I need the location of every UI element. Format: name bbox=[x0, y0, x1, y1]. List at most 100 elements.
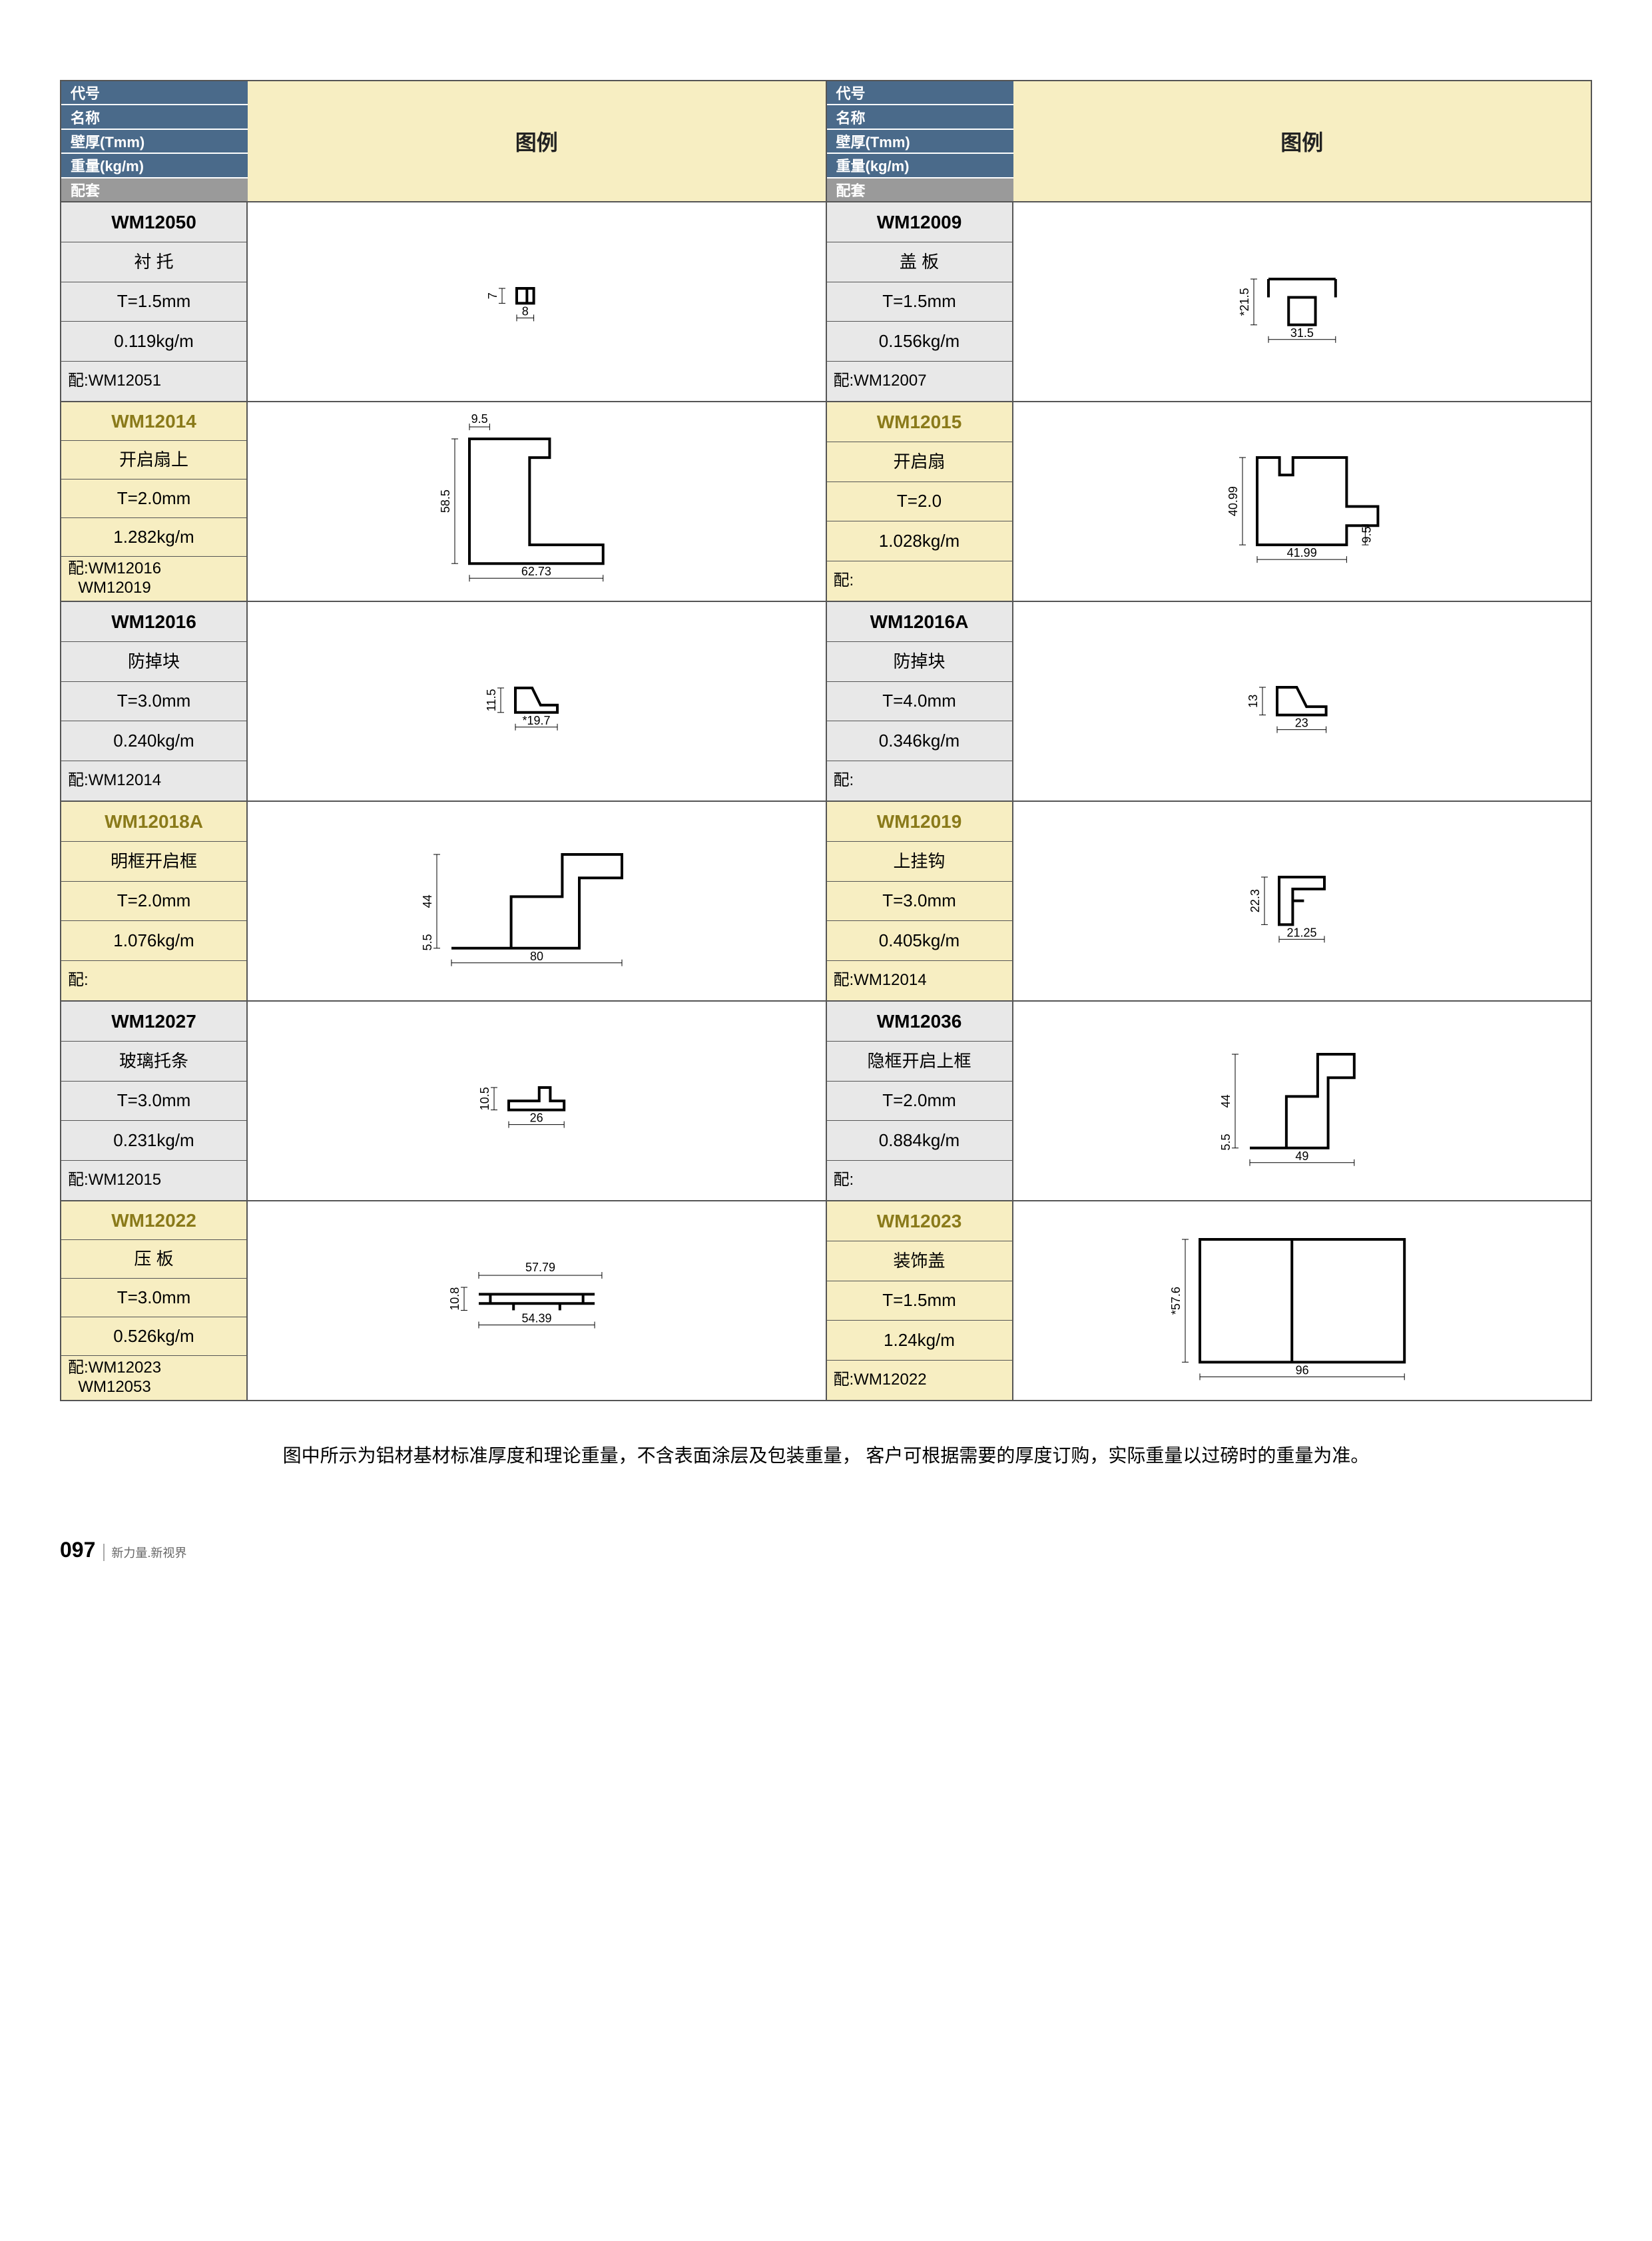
product-code: WM12036 bbox=[827, 1002, 1012, 1042]
svg-text:*57.6: *57.6 bbox=[1169, 1287, 1183, 1315]
product-code: WM12019 bbox=[827, 802, 1012, 842]
product-name: 装饰盖 bbox=[827, 1241, 1012, 1281]
header-row: 代号名称壁厚(Tmm)重量(kg/m)配套图例 bbox=[827, 81, 1591, 201]
header-labels: 代号名称壁厚(Tmm)重量(kg/m)配套 bbox=[61, 81, 248, 201]
svg-text:44: 44 bbox=[1219, 1094, 1233, 1108]
product-diagram: *21.531.5 bbox=[1013, 202, 1591, 401]
product-info: WM12022压 板T=3.0mm0.526kg/m配:WM12023 WM12… bbox=[61, 1201, 248, 1400]
product-code: WM12018A bbox=[61, 802, 246, 842]
header-label: 名称 bbox=[61, 105, 248, 129]
product-thickness: T=1.5mm bbox=[827, 282, 1012, 322]
svg-text:23: 23 bbox=[1295, 717, 1308, 730]
column-right: 代号名称壁厚(Tmm)重量(kg/m)配套图例WM12009盖 板T=1.5mm… bbox=[826, 81, 1591, 1400]
footnote: 图中所示为铝材基材标准厚度和理论重量，不含表面涂层及包装重量， 客户可根据需要的… bbox=[60, 1441, 1592, 1471]
product-info: WM12050衬 托T=1.5mm0.119kg/m配:WM12051 bbox=[61, 202, 248, 401]
product-mate: 配:WM12014 bbox=[827, 961, 1012, 1000]
product-diagram: 44 80 5.5 bbox=[248, 802, 826, 1000]
svg-text:10.5: 10.5 bbox=[478, 1087, 491, 1110]
product-row: WM12015开启扇T=2.01.028kg/m配:40.9941.999.5 bbox=[827, 401, 1591, 601]
product-weight: 1.24kg/m bbox=[827, 1321, 1012, 1361]
svg-text:41.99: 41.99 bbox=[1287, 547, 1317, 560]
product-name: 防掉块 bbox=[827, 642, 1012, 682]
product-weight: 0.231kg/m bbox=[61, 1121, 246, 1161]
product-thickness: T=3.0mm bbox=[61, 682, 246, 722]
svg-text:26: 26 bbox=[530, 1112, 543, 1125]
profile-diagram: 10.854.3957.79 bbox=[439, 1261, 635, 1341]
product-code: WM12015 bbox=[827, 402, 1012, 442]
profile-diagram: 1323 bbox=[1237, 661, 1366, 742]
profile-diagram: 44495.5 bbox=[1210, 1028, 1394, 1175]
svg-text:62.73: 62.73 bbox=[521, 565, 551, 579]
product-code: WM12014 bbox=[61, 402, 246, 441]
product-diagram: 78 bbox=[248, 202, 826, 401]
product-code: WM12009 bbox=[827, 202, 1012, 242]
product-thickness: T=3.0mm bbox=[61, 1279, 246, 1317]
product-name: 明框开启框 bbox=[61, 842, 246, 882]
svg-text:9.5: 9.5 bbox=[471, 412, 488, 426]
page-tagline: 新力量.新视界 bbox=[103, 1544, 186, 1561]
product-code: WM12022 bbox=[61, 1201, 246, 1240]
product-weight: 0.156kg/m bbox=[827, 322, 1012, 362]
svg-text:22.3: 22.3 bbox=[1248, 889, 1262, 912]
svg-text:5.5: 5.5 bbox=[421, 934, 434, 950]
product-mate: 配: bbox=[827, 561, 1012, 601]
product-mate: 配:WM12014 bbox=[61, 761, 246, 800]
product-row: WM12016A防掉块T=4.0mm0.346kg/m配:1323 bbox=[827, 601, 1591, 800]
header-labels: 代号名称壁厚(Tmm)重量(kg/m)配套 bbox=[827, 81, 1013, 201]
product-diagram: *57.696 bbox=[1013, 1201, 1591, 1400]
product-info: WM12036隐框开启上框T=2.0mm0.884kg/m配: bbox=[827, 1002, 1013, 1200]
product-diagram: 40.9941.999.5 bbox=[1013, 402, 1591, 601]
header-label: 配套 bbox=[61, 178, 248, 201]
product-code: WM12023 bbox=[827, 1201, 1012, 1241]
header-label: 壁厚(Tmm) bbox=[61, 130, 248, 154]
product-info: WM12027玻璃托条T=3.0mm0.231kg/m配:WM12015 bbox=[61, 1002, 248, 1200]
profile-diagram: 40.9941.999.5 bbox=[1217, 431, 1386, 571]
product-thickness: T=3.0mm bbox=[827, 882, 1012, 922]
product-name: 玻璃托条 bbox=[61, 1042, 246, 1082]
product-weight: 0.884kg/m bbox=[827, 1121, 1012, 1161]
product-row: WM12027玻璃托条T=3.0mm0.231kg/m配:WM12015 10.5… bbox=[61, 1000, 826, 1200]
svg-text:9.5: 9.5 bbox=[1360, 527, 1373, 543]
page-footer: 097 新力量.新视界 bbox=[60, 1538, 1592, 1562]
product-weight: 1.076kg/m bbox=[61, 921, 246, 961]
product-name: 衬 托 bbox=[61, 242, 246, 282]
product-thickness: T=2.0mm bbox=[61, 882, 246, 922]
svg-text:44: 44 bbox=[421, 894, 434, 908]
product-mate: 配:WM12023 WM12053 bbox=[61, 1356, 246, 1400]
svg-text:58.5: 58.5 bbox=[439, 489, 452, 513]
product-row: WM12009盖 板T=1.5mm0.156kg/m配:WM12007*21.5… bbox=[827, 201, 1591, 401]
product-thickness: T=1.5mm bbox=[61, 282, 246, 322]
header-label: 名称 bbox=[827, 105, 1013, 129]
product-row: WM12016防掉块T=3.0mm0.240kg/m配:WM12014 11.5*… bbox=[61, 601, 826, 800]
profile-diagram: 44 80 5.5 bbox=[412, 828, 662, 975]
product-code: WM12050 bbox=[61, 202, 246, 242]
product-code: WM12016 bbox=[61, 602, 246, 642]
product-row: WM12050衬 托T=1.5mm0.119kg/m配:WM12051 78 bbox=[61, 201, 826, 401]
product-row: WM12036隐框开启上框T=2.0mm0.884kg/m配: 44495.5 bbox=[827, 1000, 1591, 1200]
product-name: 上挂钩 bbox=[827, 842, 1012, 882]
header-legend: 图例 bbox=[1013, 81, 1591, 201]
profile-diagram: 78 bbox=[477, 262, 597, 342]
svg-text:5.5: 5.5 bbox=[1219, 1133, 1233, 1150]
product-mate: 配: bbox=[827, 1161, 1012, 1200]
header-label: 代号 bbox=[827, 81, 1013, 105]
product-name: 防掉块 bbox=[61, 642, 246, 682]
product-info: WM12016防掉块T=3.0mm0.240kg/m配:WM12014 bbox=[61, 602, 248, 800]
product-mate: 配:WM12051 bbox=[61, 362, 246, 401]
product-mate: 配:WM12016 WM12019 bbox=[61, 557, 246, 601]
header-row: 代号名称壁厚(Tmm)重量(kg/m)配套图例 bbox=[61, 81, 826, 201]
page-number: 097 bbox=[60, 1538, 95, 1562]
product-weight: 0.526kg/m bbox=[61, 1317, 246, 1356]
profile-diagram: 22.321.25 bbox=[1239, 850, 1364, 951]
product-weight: 1.028kg/m bbox=[827, 521, 1012, 561]
profile-diagram: 11.5*19.7 bbox=[475, 661, 597, 741]
product-row: WM12014开启扇上T=2.0mm1.282kg/m配:WM12016 WM1… bbox=[61, 401, 826, 601]
svg-text:31.5: 31.5 bbox=[1290, 326, 1314, 339]
product-thickness: T=3.0mm bbox=[61, 1082, 246, 1121]
svg-text:80: 80 bbox=[530, 949, 543, 962]
product-name: 开启扇上 bbox=[61, 441, 246, 480]
svg-text:54.39: 54.39 bbox=[521, 1312, 551, 1325]
product-thickness: T=2.0 bbox=[827, 482, 1012, 522]
profile-diagram: 58.5 62.73 9.5 bbox=[429, 412, 643, 590]
product-diagram: 10.854.3957.79 bbox=[248, 1201, 826, 1400]
